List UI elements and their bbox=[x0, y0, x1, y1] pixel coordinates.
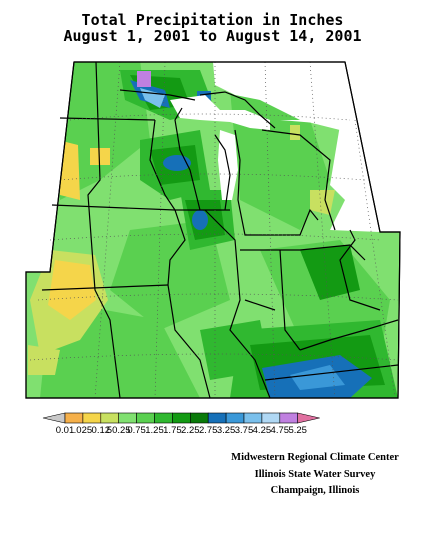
legend-tick-label: 0.12 bbox=[91, 425, 111, 436]
legend-tick-label: 2.25 bbox=[181, 425, 200, 436]
legend-swatch bbox=[100, 412, 120, 424]
credit-location: Champaign, Illinois bbox=[270, 485, 360, 496]
legend-swatch bbox=[64, 412, 84, 424]
legend-tick-label: 4.25 bbox=[252, 425, 272, 436]
lat-lon-grid bbox=[29, 61, 399, 399]
legend-tick-label: 1.25 bbox=[145, 425, 164, 436]
legend-swatch bbox=[42, 412, 66, 424]
legend-color-bar bbox=[42, 412, 320, 424]
legend-swatch bbox=[243, 412, 263, 424]
credit-organization: Midwestern Regional Climate Center bbox=[231, 452, 399, 463]
legend-tick-label: 0.01 bbox=[55, 425, 75, 436]
legend-swatch bbox=[118, 412, 137, 424]
legend-swatch bbox=[207, 412, 227, 424]
legend-swatch bbox=[136, 412, 155, 424]
legend-swatch bbox=[190, 412, 209, 424]
legend-swatch bbox=[154, 412, 173, 424]
legend-swatch bbox=[225, 412, 245, 424]
legend-tick-label: 2.75 bbox=[198, 425, 218, 436]
map-date-range: August 1, 2001 to August 14, 2001 bbox=[63, 27, 362, 45]
legend-swatch bbox=[82, 412, 102, 424]
legend-swatch bbox=[172, 412, 191, 424]
legend-tick-label: .025 bbox=[73, 425, 93, 436]
legend-swatch bbox=[297, 412, 320, 424]
legend-swatch bbox=[279, 412, 298, 424]
legend-tick-label: 50.25 bbox=[106, 425, 131, 436]
legend-tick-label: 4.75 bbox=[270, 425, 290, 436]
precipitation-field bbox=[26, 62, 400, 398]
map-title: Total Precipitation in Inches bbox=[81, 11, 344, 29]
legend-tick-label: 3.75 bbox=[234, 425, 254, 436]
credit-survey: Illinois State Water Survey bbox=[254, 469, 376, 480]
legend-tick-label: 0.75 bbox=[127, 425, 146, 436]
legend-swatch bbox=[261, 412, 281, 424]
legend-tick-label: 5.25 bbox=[288, 425, 307, 436]
legend-tick-label: 1.75 bbox=[163, 425, 182, 436]
legend-tick-label: 3.25 bbox=[216, 425, 236, 436]
